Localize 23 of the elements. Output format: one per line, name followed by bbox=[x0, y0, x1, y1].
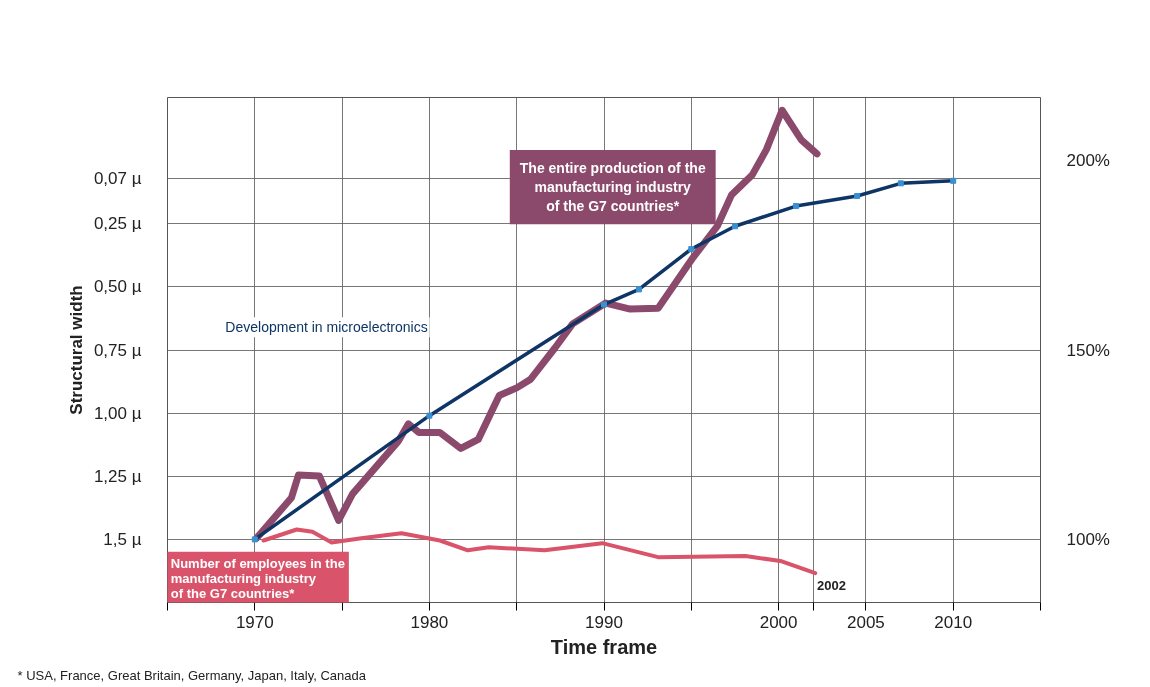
annotation: 2002 bbox=[817, 578, 846, 594]
text: * USA, France, Great Britain, Germany, Japan, Italy, Canada bbox=[17, 667, 367, 683]
text: Development in microelectronics bbox=[225, 319, 428, 336]
x-axis-title: Time frame bbox=[550, 635, 658, 658]
x-tick-label: 2010 bbox=[934, 612, 973, 632]
x-tick-label: 2005 bbox=[846, 612, 885, 632]
y-tick-label: 0,25 µ bbox=[93, 214, 142, 234]
x-tick-label: 1990 bbox=[585, 612, 623, 632]
y-tick-label: 0,50 µ bbox=[93, 277, 142, 297]
y-tick-label: 0,75 µ bbox=[93, 340, 142, 360]
y2-tick-label: 150% bbox=[1066, 340, 1110, 360]
y-tick-label: 1,00 µ bbox=[93, 403, 142, 423]
x-tick-label: 1980 bbox=[410, 612, 449, 632]
y-tick-label: 1,5 µ bbox=[103, 529, 142, 549]
x-tick-label: 1970 bbox=[235, 612, 274, 632]
series-label: Number of employees in the manufacturing industry of the G7 countries* bbox=[170, 555, 345, 601]
y-tick-label: 0,07 µ bbox=[93, 168, 142, 188]
series-label: The entire production of the manufacturing industry of the G7 countries* bbox=[519, 159, 706, 215]
y-tick-label: 1,25 µ bbox=[93, 466, 142, 486]
y2-tick-label: 100% bbox=[1066, 529, 1110, 549]
x-tick-label: 2000 bbox=[759, 612, 798, 632]
y2-tick-label: 200% bbox=[1066, 151, 1110, 171]
y-axis-title: Structural width bbox=[66, 285, 86, 415]
